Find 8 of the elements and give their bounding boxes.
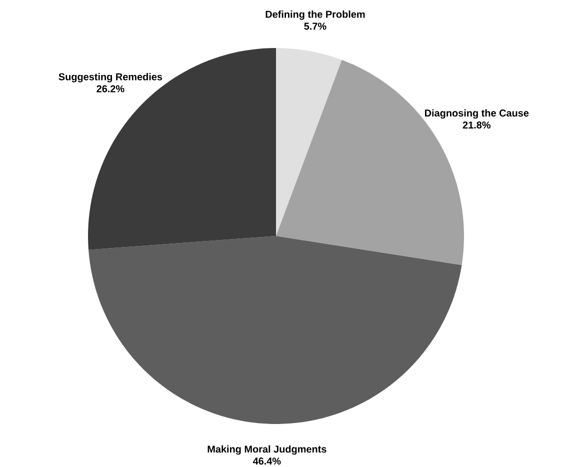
slice-label: Diagnosing the Cause xyxy=(425,109,529,119)
data-label: 26.2% xyxy=(96,85,124,92)
slice-label: Suggesting Remedies xyxy=(58,73,162,82)
slice-label: Defining the Problem xyxy=(266,10,365,20)
data-label: 21.8% xyxy=(462,122,490,129)
slice-label: Making Moral Judgments xyxy=(208,445,326,455)
data-label: 5.7% xyxy=(304,22,326,30)
data-label: 46.4% xyxy=(252,458,281,465)
